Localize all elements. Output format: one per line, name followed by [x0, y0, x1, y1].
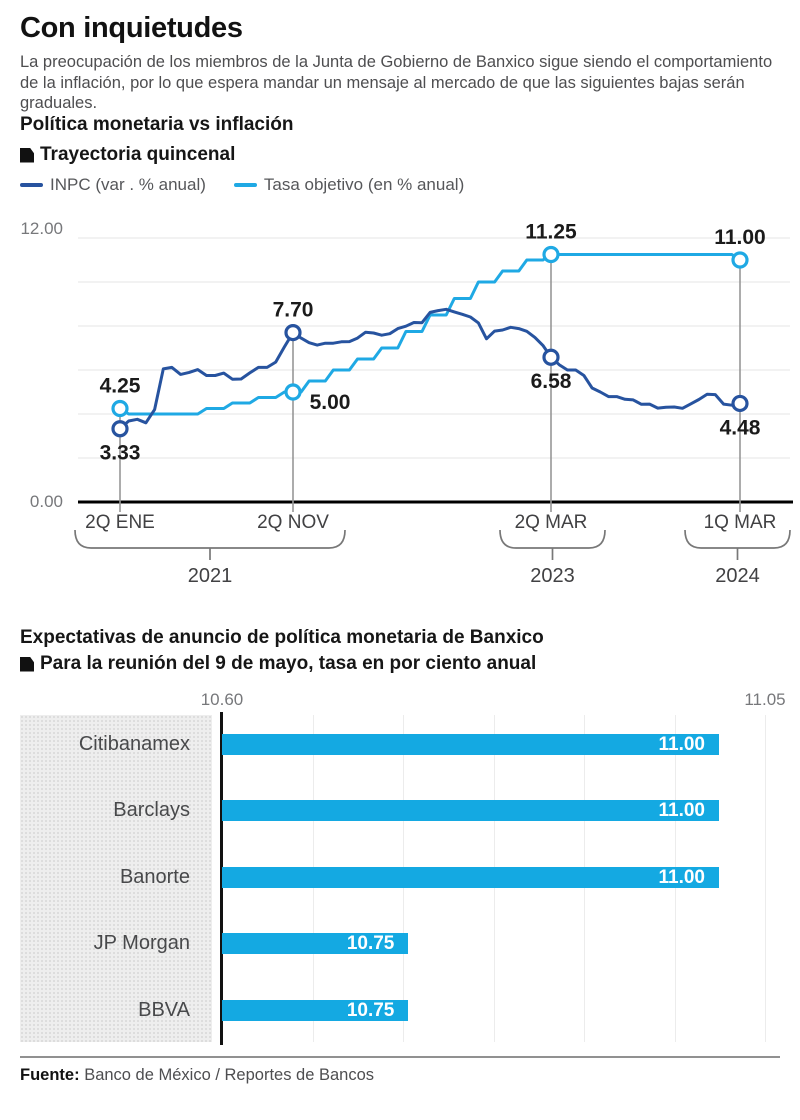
bar-chart-title: Expectativas de anuncio de política mone… [20, 627, 544, 648]
line-chart-legend: INPC (var . % anual) Tasa objetivo (en %… [20, 175, 464, 195]
footer-divider [20, 1056, 780, 1058]
bar-value-label: 11.00 [658, 800, 706, 822]
year-label: 2021 [188, 565, 233, 587]
y-tick-label: 0.00 [30, 492, 63, 511]
tasa-line-swatch-icon [233, 182, 257, 188]
bar-value-label: 10.75 [346, 933, 395, 955]
year-label: 2023 [530, 565, 575, 587]
bar-category-label: Banorte [119, 865, 190, 888]
annotation-value: 7.70 [273, 299, 314, 322]
bar-category-label: BBVA [138, 998, 190, 1021]
bar-axis-min-label: 10.60 [200, 690, 244, 709]
square-bullet-icon [20, 656, 34, 672]
y-tick-label: 12.00 [20, 219, 63, 238]
annotation-value: 4.48 [720, 416, 761, 439]
bar-value-label: 11.00 [658, 734, 706, 755]
annotation-value: 5.00 [310, 391, 351, 414]
legend-item-tasa: Tasa objetivo (en % anual) [233, 175, 465, 195]
series-line-inpc [118, 307, 742, 431]
bar-chart-subtitle-row: Para la reunión del 9 de mayo, tasa en p… [20, 653, 536, 675]
inpc-line-swatch-icon [20, 182, 43, 188]
page-subtitle: La preocupación de los miembros de la Ju… [20, 53, 773, 112]
annotation-value: 3.33 [100, 442, 141, 465]
data-point-marker [284, 323, 302, 342]
source-label: Fuente: [20, 1066, 80, 1084]
annotation-value: 11.00 [714, 226, 765, 249]
bar-axis-max-label: 11.05 [744, 690, 786, 709]
series-line-tasa [118, 253, 742, 416]
line-chart-title: Política monetaria vs inflación [20, 114, 294, 135]
bar-bbva [222, 999, 409, 1021]
legend-label-tasa: Tasa objetivo (en % anual) [263, 175, 465, 194]
bar-jp-morgan [222, 933, 409, 955]
source-note: Fuente: Banco de México / Reportes de Ba… [20, 1066, 374, 1085]
legend-label-inpc: INPC (var . % anual) [50, 175, 206, 194]
bar-banorte [222, 866, 719, 888]
data-point-marker [542, 348, 560, 366]
bar-chart-subtitle: Para la reunión del 9 de mayo, tasa en p… [40, 653, 537, 674]
x-tick-label: 2Q ENE [85, 512, 155, 533]
data-point-marker [731, 251, 749, 269]
source-text: Banco de México / Reportes de Bancos [84, 1066, 375, 1084]
x-tick-label: 2Q NOV [257, 512, 329, 533]
line-chart-subtitle: Trayectoria quincenal [40, 144, 236, 165]
bar-value-label: 10.75 [346, 999, 395, 1021]
year-label: 2024 [715, 565, 760, 587]
annotation-value: 11.25 [525, 221, 577, 244]
bar-category-label: JP Morgan [93, 932, 190, 955]
line-chart-svg: 12.00 0.00 4.25 3.33 7.70 5.00 11.25 6.58 11.00 4… [20, 219, 793, 587]
data-point-marker [111, 420, 129, 438]
page-title: Con inquietudes [20, 12, 243, 44]
annotation-value: 6.58 [531, 370, 572, 393]
x-tick-label: 2Q MAR [515, 512, 588, 533]
v-gridline [765, 715, 766, 1042]
x-tick-label: 1Q MAR [704, 512, 777, 533]
data-point-marker [731, 394, 749, 413]
bar-category-panel [20, 715, 212, 1042]
annotation-value: 4.25 [100, 375, 141, 398]
legend-item-inpc: INPC (var . % anual) [20, 175, 206, 195]
square-bullet-icon [20, 147, 34, 163]
data-point-marker [111, 399, 129, 418]
bar-chart-plot: Citibanamex 11.00 Barclays 11.00 Banorte 11.0… [0, 712, 800, 1045]
bar-citibanamex [222, 734, 719, 755]
bar-barclays [222, 800, 719, 822]
data-point-marker [284, 383, 302, 401]
bar-value-label: 11.00 [658, 866, 706, 888]
bar-category-label: Citibanamex [78, 733, 190, 755]
data-point-marker [542, 245, 560, 264]
bar-category-label: Barclays [113, 799, 190, 822]
line-chart-subtitle-row: Trayectoria quincenal [20, 144, 235, 166]
bar-baseline-axis [220, 712, 223, 1045]
